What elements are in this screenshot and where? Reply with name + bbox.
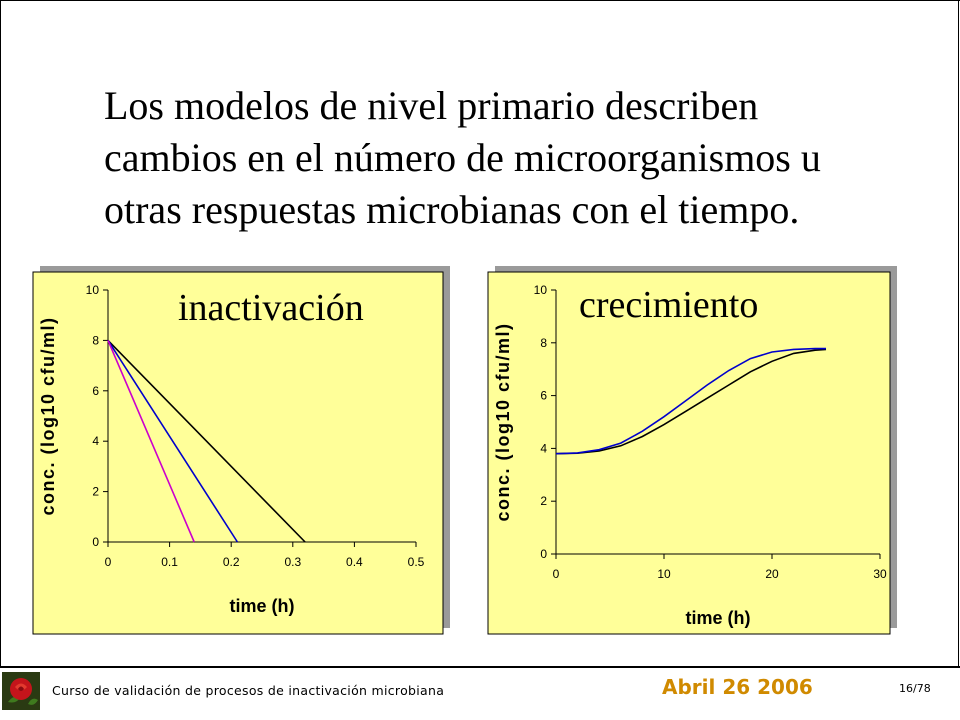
chart2-y-tick-label: 10 bbox=[534, 283, 548, 297]
chart1-x-tick-label: 0 bbox=[105, 555, 112, 569]
chart1-y-axis-label: conc. (log10 cfu/ml) bbox=[38, 316, 58, 515]
chart1-y-tick-label: 10 bbox=[86, 283, 100, 297]
inactivation-chart-svg: 0 2 4 6 8 10 0 0.1 0.2 0.3 0.4 0.5 inactivación time … bbox=[32, 266, 450, 635]
chart1-y-tick-label: 8 bbox=[92, 333, 99, 347]
chart2-x-tick-label: 0 bbox=[553, 567, 560, 581]
growth-chart-svg: 0 2 4 6 8 10 0 10 20 30 crecimiento time (h) conc. (… bbox=[487, 266, 897, 635]
chart2-series-line-2 bbox=[555, 347, 826, 455]
chart1-series-line-1 bbox=[107, 339, 306, 543]
chart2-x-tick-label: 30 bbox=[873, 567, 887, 581]
slide-title-line-1: Los modelos de nivel primario describen bbox=[104, 83, 759, 128]
chart2-y-tick-label: 2 bbox=[540, 494, 547, 508]
chart2-series-line-1 bbox=[555, 348, 827, 455]
rose-logo-icon bbox=[2, 672, 40, 710]
inactivation-chart: 0 2 4 6 8 10 0 0.1 0.2 0.3 0.4 0.5 inactivación time … bbox=[32, 262, 452, 636]
chart1-x-tick-label: 0.4 bbox=[346, 555, 363, 569]
slide-title-line-3: otras respuestas microbianas con el tiem… bbox=[104, 187, 800, 232]
chart1-x-tick-label: 0.5 bbox=[408, 555, 425, 569]
chart1-y-tick-label: 6 bbox=[92, 384, 99, 398]
chart1-series-line-2 bbox=[107, 339, 239, 543]
chart1-series-line-3 bbox=[107, 340, 195, 543]
chart2-y-tick-label: 0 bbox=[540, 547, 547, 561]
chart2-x-tick-label: 10 bbox=[657, 567, 671, 581]
growth-chart: 0 2 4 6 8 10 0 10 20 30 crecimiento time (h) conc. (… bbox=[487, 262, 899, 636]
chart1-x-tick-label: 0.2 bbox=[223, 555, 240, 569]
slide-title-line-2: cambios en el número de microorganismos … bbox=[104, 135, 821, 180]
chart2-y-tick-label: 6 bbox=[540, 389, 547, 403]
chart1-x-tick-label: 0.3 bbox=[284, 555, 301, 569]
footer-page-number: 16/78 bbox=[899, 682, 931, 695]
chart2-y-tick-label: 8 bbox=[540, 336, 547, 350]
chart2-background bbox=[487, 271, 891, 635]
chart1-background bbox=[32, 271, 444, 635]
chart1-x-axis-label: time (h) bbox=[230, 596, 295, 616]
chart1-y-tick-label: 0 bbox=[92, 535, 99, 549]
slide-title: Los modelos de nivel primario describen … bbox=[104, 80, 924, 236]
footer-date: Abril 26 2006 bbox=[662, 675, 813, 699]
footer-divider bbox=[0, 666, 960, 668]
frame-left-line bbox=[0, 0, 1, 668]
chart1-y-tick-label: 2 bbox=[92, 485, 99, 499]
chart2-x-tick-label: 20 bbox=[765, 567, 779, 581]
frame-right-line bbox=[958, 0, 959, 668]
footer-course-name: Curso de validación de procesos de inact… bbox=[52, 683, 445, 698]
chart2-x-axis-label: time (h) bbox=[686, 608, 751, 628]
chart2-y-axis-label: conc. (log10 cfu/ml) bbox=[493, 322, 513, 521]
chart1-title: inactivación bbox=[178, 287, 364, 329]
chart2-y-tick-label: 4 bbox=[540, 441, 547, 455]
chart2-title: crecimiento bbox=[579, 284, 758, 326]
chart1-x-tick-label: 0.1 bbox=[161, 555, 178, 569]
frame-top-line bbox=[0, 0, 960, 1]
chart1-y-tick-label: 4 bbox=[92, 434, 99, 448]
